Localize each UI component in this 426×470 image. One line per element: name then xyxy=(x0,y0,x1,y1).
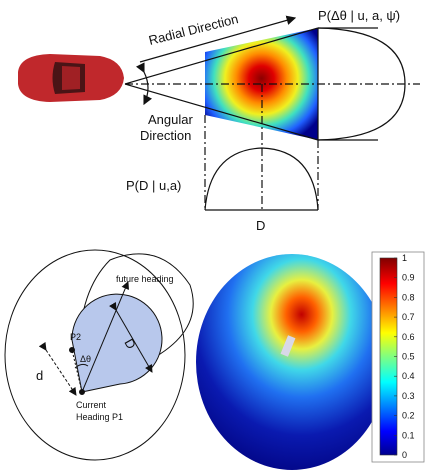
colorbar-tick-label: 0.7 xyxy=(402,312,415,322)
colorbar-tick-label: 0.9 xyxy=(402,273,415,283)
distance-distribution xyxy=(204,147,319,211)
distance-axis-label: D xyxy=(256,218,265,233)
colorbar-tick-label: 0.6 xyxy=(402,332,415,342)
small-d-label: d xyxy=(36,368,43,383)
vehicle-marker xyxy=(280,335,296,357)
outer-path xyxy=(4,249,186,461)
cone-edge xyxy=(124,27,319,85)
d-arrow xyxy=(109,301,153,373)
angular-label: Angular xyxy=(148,112,193,127)
p2-line xyxy=(71,349,83,393)
colorbar-tick-label: 0.2 xyxy=(402,411,415,421)
colorbar-tick-label: 1 xyxy=(402,253,407,263)
colorbar-tick-label: 0.3 xyxy=(402,391,415,401)
angular-label: Direction xyxy=(140,128,191,143)
colorbar: 0 0.1 0.2 0.3 0.4 0.5 0.6 0.7 0.8 0.9 1 xyxy=(371,251,425,463)
car xyxy=(18,54,124,102)
future-label: future heading xyxy=(116,274,174,284)
cone-edge xyxy=(124,83,319,141)
colorbar-tick-label: 0 xyxy=(402,450,407,460)
bottom-left xyxy=(4,249,194,461)
top-diagram xyxy=(18,15,420,211)
radial-arrow xyxy=(139,15,297,63)
p2-dot xyxy=(69,347,75,353)
angle-arc xyxy=(74,363,89,369)
probability-map xyxy=(196,254,388,470)
small-d-arrow xyxy=(38,341,77,396)
current-label: Current xyxy=(76,400,107,410)
colorbar-tick-label: 0.4 xyxy=(402,371,415,381)
p2-label: P2 xyxy=(70,332,81,342)
colorbar-tick-label: 0.8 xyxy=(402,292,415,302)
angular-arrow xyxy=(135,62,153,106)
angle-prob-label: P(Δθ | u, a, ψ̇) xyxy=(318,8,400,23)
delta-label: Δθ xyxy=(80,354,91,364)
current-label: Heading P1 xyxy=(76,412,123,422)
colorbar-tick-label: 0.5 xyxy=(402,352,415,362)
heading-arrow xyxy=(81,281,129,393)
radial-label: Radial Direction xyxy=(147,11,240,48)
distance-prob-label: P(D | u,a) xyxy=(126,178,181,193)
colorbar-tick-label: 0.1 xyxy=(402,430,415,440)
p1-dot xyxy=(79,389,85,395)
